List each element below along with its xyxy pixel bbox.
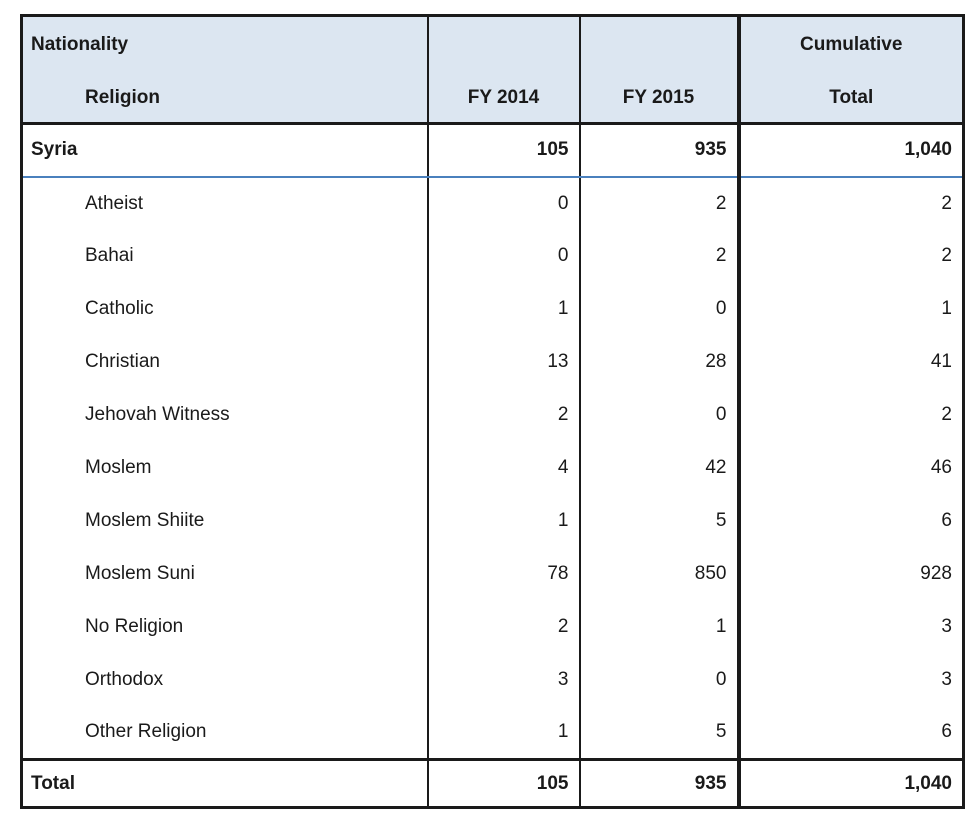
table-row: Jehovah Witness 2 0 2 — [22, 388, 964, 442]
religion-cumulative-cell: 41 — [736, 335, 964, 389]
religion-label-cell: Moslem Suni — [85, 563, 195, 584]
religion-fy2014-cell: 3 — [426, 653, 580, 707]
religion-cumulative-cell: 928 — [736, 547, 964, 601]
table-row: Bahai 0 2 2 — [22, 229, 964, 283]
table-row: Other Religion 1 5 6 — [22, 706, 964, 760]
religion-fy2015-cell: 0 — [578, 388, 739, 442]
nationality-header-label: Nationality — [31, 34, 129, 55]
religion-cumulative-cell: 3 — [736, 600, 964, 654]
religion-label-cell: Other Religion — [85, 721, 207, 743]
header-row: Nationality Religion FY 2014 FY 2015 Cum… — [21, 15, 964, 125]
religion-cumulative-cell: 46 — [736, 441, 964, 495]
religion-fy2014-cell: 2 — [426, 388, 580, 442]
table-row: No Religion 2 1 3 — [22, 600, 964, 654]
religion-fy2015-cell: 2 — [578, 176, 739, 230]
religion-fy2015-cell: 2 — [578, 229, 739, 283]
nationality-fy2015-cell: 935 — [578, 123, 739, 178]
religion-fy2015-cell: 1 — [578, 600, 739, 654]
religion-fy2014-cell: 1 — [426, 494, 580, 548]
total-fy2015-cell: 935 — [578, 758, 739, 808]
table-row: Atheist 0 2 2 — [22, 176, 964, 230]
total-label-cell: Total — [21, 758, 428, 808]
religion-fy2014-cell: 1 — [426, 706, 580, 760]
religion-fy2015-cell: 5 — [578, 494, 739, 548]
religion-fy2014-cell: 1 — [426, 282, 580, 336]
religion-fy2014-cell: 4 — [426, 441, 580, 495]
religion-label-cell: Jehovah Witness — [85, 404, 230, 425]
religion-label-cell: Christian — [85, 351, 160, 372]
total-header-label: Total — [829, 87, 874, 108]
religion-fy2015-cell: 0 — [578, 282, 739, 336]
table-body: Syria 105 935 1,040 Atheist 0 2 2 Bahai … — [21, 123, 964, 808]
religion-fy2014-cell: 78 — [426, 547, 580, 601]
religion-label-cell: Catholic — [85, 298, 154, 319]
religion-fy2014-cell: 0 — [426, 176, 580, 230]
religion-cumulative-cell: 2 — [736, 176, 964, 230]
fy2014-header-label: FY 2014 — [467, 87, 540, 108]
religion-fy2015-cell: 850 — [578, 547, 739, 601]
table-row: Orthodox 3 0 3 — [22, 653, 964, 707]
fy2014-header-cell: FY 2014 — [426, 15, 580, 125]
fy2015-header-cell: FY 2015 — [578, 15, 739, 125]
total-fy2014-cell: 105 — [426, 758, 580, 808]
religion-fy2015-cell: 5 — [578, 706, 739, 760]
admissions-by-religion-table: Nationality Religion FY 2014 FY 2015 Cum… — [20, 14, 965, 809]
table-row: Christian 13 28 41 — [22, 335, 964, 389]
religion-fy2014-cell: 13 — [426, 335, 580, 389]
nationality-religion-header-cell: Nationality Religion — [21, 15, 428, 125]
religion-cumulative-cell: 2 — [736, 229, 964, 283]
religion-cumulative-cell: 1 — [736, 282, 964, 336]
religion-label-cell: No Religion — [85, 616, 184, 637]
religion-fy2014-cell: 2 — [426, 600, 580, 654]
table-row: Catholic 1 0 1 — [22, 282, 964, 336]
nationality-fy2014-cell: 105 — [426, 123, 580, 178]
religion-label-cell: Orthodox — [85, 669, 164, 690]
nationality-row: Syria 105 935 1,040 — [21, 123, 964, 178]
religion-label-cell: Bahai — [85, 245, 134, 266]
total-row: Total 105 935 1,040 — [21, 758, 964, 808]
religion-fy2015-cell: 42 — [578, 441, 739, 495]
cumulative-header-label: Cumulative — [800, 34, 903, 55]
religion-label-cell: Moslem — [85, 457, 152, 478]
religion-cumulative-cell: 6 — [736, 494, 964, 548]
religion-fy2015-cell: 28 — [578, 335, 739, 389]
table-row: Moslem Shiite 1 5 6 — [22, 494, 964, 548]
total-cumulative-cell: 1,040 — [736, 758, 964, 808]
table-row: Moslem Suni 78 850 928 — [22, 547, 964, 601]
cumulative-total-header-cell: Cumulative Total — [736, 15, 964, 125]
fy2015-header-label: FY 2015 — [622, 87, 695, 108]
religion-cumulative-cell: 2 — [736, 388, 964, 442]
nationality-label-cell: Syria — [21, 123, 428, 178]
religion-label-cell: Moslem Shiite — [85, 510, 205, 531]
religion-fy2015-cell: 0 — [578, 653, 739, 707]
religion-label-cell: Atheist — [85, 192, 144, 214]
religion-cumulative-cell: 3 — [736, 653, 964, 707]
religion-cumulative-cell: 6 — [736, 706, 964, 760]
table-header: Nationality Religion FY 2014 FY 2015 Cum… — [21, 15, 964, 125]
nationality-cumulative-cell: 1,040 — [736, 123, 964, 178]
religion-fy2014-cell: 0 — [426, 229, 580, 283]
table-row: Moslem 4 42 46 — [22, 441, 964, 495]
religion-header-label: Religion — [85, 87, 160, 108]
